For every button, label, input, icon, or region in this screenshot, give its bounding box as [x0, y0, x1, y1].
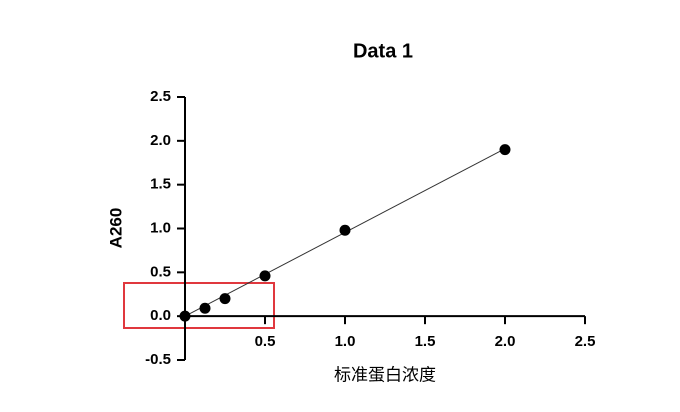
highlight-box: [123, 282, 275, 329]
x-tick-label: 1.0: [335, 333, 356, 350]
x-tick-label: 1.5: [415, 333, 436, 350]
x-tick-label: 2.0: [495, 333, 516, 350]
y-tick-label: 2.0: [150, 132, 171, 149]
y-axis-label: A260: [106, 208, 125, 249]
x-tick-label: 0.5: [255, 333, 276, 350]
data-point: [199, 302, 211, 314]
y-tick-label: 0.5: [150, 263, 171, 280]
y-tick-label: -0.5: [145, 351, 171, 368]
x-tick-label: 2.5: [575, 333, 596, 350]
chart-title: Data 1: [353, 40, 413, 62]
data-point: [179, 310, 191, 322]
data-point: [339, 224, 351, 236]
data-point: [259, 270, 271, 282]
x-axis-label: 标准蛋白浓度: [334, 365, 436, 384]
y-tick-label: 0.0: [150, 307, 171, 324]
data-point: [219, 293, 231, 305]
y-tick-label: 1.5: [150, 176, 171, 193]
data-point: [499, 144, 511, 156]
y-tick-label: 2.5: [150, 88, 171, 105]
y-tick-label: 1.0: [150, 219, 171, 236]
